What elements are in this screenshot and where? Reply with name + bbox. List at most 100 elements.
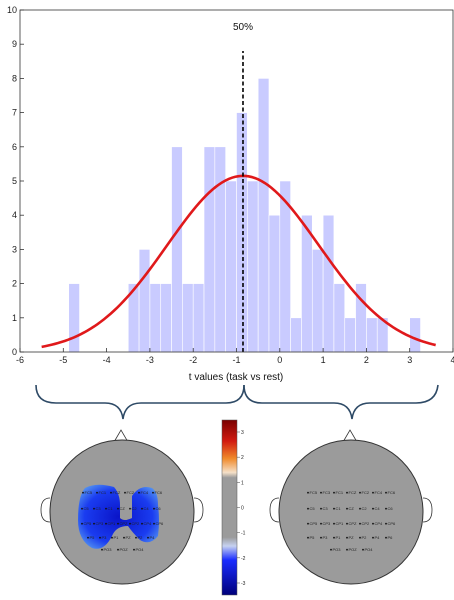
x-tick-label: 3 <box>407 355 412 365</box>
electrode-dot <box>124 491 126 494</box>
left-ear-right-map <box>269 497 280 523</box>
electrode-dot <box>111 536 113 539</box>
x-tick-label: -2 <box>189 355 197 365</box>
electrode-label: FC2 <box>362 490 370 495</box>
colorbar: 3 2 1 0 -1 -2 -3 <box>221 419 246 596</box>
electrode-dot <box>129 507 131 510</box>
electrode-label: C5 <box>84 506 90 511</box>
electrode-label: C6 <box>388 506 394 511</box>
electrode-dot <box>385 507 387 510</box>
histogram: 50% -6 -5 -4 -3 -2 -1 0 1 2 3 4 0 1 2 3 4 5 6 7 8 9 10 t val… <box>7 5 454 383</box>
y-tick-label: 6 <box>12 142 17 152</box>
electrode-label: CP3 <box>96 521 105 526</box>
colorbar-tick-label: 2 <box>241 455 244 461</box>
colorbar-tick-label: 3 <box>241 430 244 436</box>
electrode-label: POZ <box>120 547 129 552</box>
x-tick-label: -1 <box>232 355 240 365</box>
electrode-label: P4 <box>150 535 156 540</box>
electrode-label: C1 <box>108 506 114 511</box>
electrode-label: P2 <box>138 535 144 540</box>
neutral-gap <box>120 492 132 519</box>
histogram-bar <box>257 78 270 353</box>
electrode-dot <box>307 522 309 525</box>
electrode-dot <box>385 536 387 539</box>
x-tick-label: 4 <box>450 355 454 365</box>
histogram-bar <box>409 317 421 353</box>
y-tick-label: 0 <box>12 347 17 357</box>
x-tick-label: -6 <box>16 355 24 365</box>
electrode-dot <box>346 548 348 551</box>
electrode-dot <box>93 522 95 525</box>
colorbar-tick-label: -1 <box>241 531 246 537</box>
electrode-label: P1 <box>114 535 120 540</box>
electrode-label: CPZ <box>120 521 129 526</box>
electrode-label: FC6 <box>388 490 396 495</box>
histogram-bar <box>322 214 335 353</box>
electrode-dot <box>359 491 361 494</box>
electrode-label: FCZ <box>349 490 357 495</box>
histogram-bar <box>182 283 194 353</box>
electrode-label: FC4 <box>141 490 149 495</box>
y-tick-label: 4 <box>12 210 17 220</box>
electrode-dot <box>320 491 322 494</box>
electrode-dot <box>81 522 83 525</box>
electrode-label: CP6 <box>388 521 397 526</box>
electrode-label: P1 <box>336 535 342 540</box>
colorbar-ticks: 3 2 1 0 -1 -2 -3 <box>237 430 246 587</box>
electrode-label: CP3 <box>323 521 332 526</box>
nose-left <box>113 429 129 443</box>
electrode-label: P5 <box>90 535 96 540</box>
y-tick-label: 1 <box>12 313 17 323</box>
y-tick-label: 3 <box>12 244 17 254</box>
electrode-dot <box>359 507 361 510</box>
electrode-dot <box>320 507 322 510</box>
electrode-dot <box>333 536 335 539</box>
left-brace <box>35 384 245 420</box>
histogram-bar <box>290 317 302 353</box>
electrode-dot <box>133 548 135 551</box>
histogram-bar <box>366 317 378 353</box>
electrode-label: FC2 <box>127 490 135 495</box>
electrode-label: PO3 <box>333 547 342 552</box>
electrode-dot <box>372 491 374 494</box>
electrode-label: FC5 <box>310 490 318 495</box>
electrode-label: C2 <box>362 506 368 511</box>
electrode-dot <box>81 507 83 510</box>
electrode-dot <box>153 522 155 525</box>
electrode-label: PZ <box>126 535 132 540</box>
histogram-bar <box>138 249 151 353</box>
electrode-dot <box>307 491 309 494</box>
y-tick-label: 5 <box>12 176 17 186</box>
colorbar-gradient <box>221 419 238 596</box>
electrode-dot <box>372 536 374 539</box>
x-axis-ticks: -6 -5 -4 -3 -2 -1 0 1 2 3 4 <box>16 348 454 365</box>
electrode-label: FC4 <box>375 490 383 495</box>
histogram-bar <box>236 112 248 353</box>
histogram-bar <box>149 283 162 353</box>
electrode-label: P4 <box>375 535 381 540</box>
electrode-dot <box>138 491 140 494</box>
electrode-label: FC1 <box>99 490 107 495</box>
electrode-dot <box>141 522 143 525</box>
electrode-label: C3 <box>323 506 329 511</box>
nose-right <box>342 429 358 443</box>
histogram-bar <box>344 317 356 353</box>
electrode-dot <box>362 548 364 551</box>
right-ear-left-map <box>193 497 204 523</box>
electrode-label: PO3 <box>104 547 113 552</box>
electrode-label: FC5 <box>85 490 93 495</box>
median-label: 50% <box>233 22 253 33</box>
electrode-label: CP1 <box>336 521 345 526</box>
electrode-dot <box>141 507 143 510</box>
electrode-dot <box>346 536 348 539</box>
histogram-bar <box>160 283 172 353</box>
electrode-dot <box>105 507 107 510</box>
electrode-dot <box>385 491 387 494</box>
electrode-dot <box>372 507 374 510</box>
electrode-dot <box>93 507 95 510</box>
electrode-dot <box>117 522 119 525</box>
electrode-dot <box>359 522 361 525</box>
right-brace <box>243 384 439 420</box>
